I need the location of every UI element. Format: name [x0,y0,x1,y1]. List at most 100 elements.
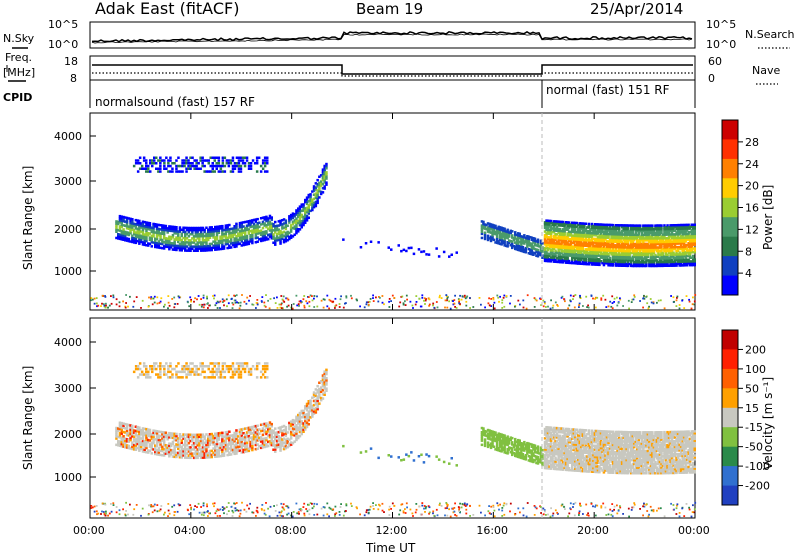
data-cell [264,305,267,308]
data-cell [228,447,231,450]
data-cell [139,230,143,233]
data-cell [201,159,204,162]
data-cell [175,244,178,248]
data-cell [135,296,138,298]
data-cell [293,421,296,424]
data-cell [249,223,252,227]
data-cell [103,304,106,307]
data-cell [191,452,194,455]
data-cell [251,432,254,435]
data-cell [191,241,194,244]
data-cell [205,245,208,248]
data-cell [219,300,222,303]
data-cell [115,437,118,440]
data-cell [527,237,531,241]
data-cell [365,301,368,304]
data-cell [233,243,236,246]
data-cell [503,242,506,245]
data-cell [566,224,569,228]
data-cell [574,294,577,296]
data-cell [155,231,159,235]
data-cell [547,305,549,308]
data-cell [542,305,545,308]
data-cell [225,298,228,301]
data-cell [581,229,585,233]
data-cell [628,255,631,258]
data-cell [261,433,265,437]
data-cell [692,227,695,230]
data-cell [552,234,556,238]
data-cell [312,205,316,209]
data-cell [673,238,677,242]
data-cell [549,219,553,223]
data-cell [171,451,175,454]
data-cell [503,240,506,243]
data-cell [249,440,252,444]
data-cell [235,234,238,238]
data-cell [200,305,203,308]
data-cell [580,222,583,225]
data-cell [390,300,392,302]
data-cell [164,245,168,248]
data-cell [323,185,326,188]
data-cell [605,241,609,245]
data-cell [147,432,150,435]
data-cell [148,449,152,453]
data-cell [132,448,136,451]
data-cell [678,251,681,254]
data-cell [640,237,643,240]
data-cell [669,238,672,242]
data-cell [602,263,606,267]
data-cell [209,170,212,173]
data-cell [626,259,630,262]
data-cell [602,247,606,250]
data-cell [630,264,633,268]
data-cell [161,230,164,233]
data-cell [233,245,236,249]
data-cell [226,246,229,250]
data-cell [549,256,553,259]
data-cell [251,303,254,306]
data-cell [534,298,537,301]
data-cell [131,224,134,227]
data-cell [574,245,577,249]
data-cell [693,230,696,234]
data-cell [578,236,581,240]
data-cell [633,228,636,231]
data-cell [448,255,451,258]
data-cell [205,238,208,242]
data-cell [614,258,618,262]
data-cell [614,255,618,258]
data-cell [171,436,175,440]
data-cell [222,228,226,232]
data-cell [640,255,643,259]
data-cell [166,435,169,439]
data-cell [655,239,659,242]
data-cell [152,226,155,230]
data-cell [231,450,235,454]
data-cell [228,223,231,227]
data-cell [122,443,125,446]
data-cell [97,304,100,307]
data-cell [567,223,571,226]
data-cell [690,307,693,310]
data-cell [224,443,228,447]
data-cell [256,224,259,227]
data-cell [590,235,594,239]
data-cell [235,226,238,230]
data-cell [189,456,192,460]
data-cell [129,436,132,440]
data-cell [685,260,689,263]
data-cell [532,237,535,240]
data-cell [279,445,282,448]
data-cell [309,201,312,204]
data-cell [143,442,146,445]
data-cell [155,225,159,228]
data-cell [152,439,155,443]
data-cell [564,239,568,242]
data-cell [289,226,293,229]
data-cell [145,442,148,446]
data-cell [245,220,249,223]
data-cell [660,229,663,233]
data-cell [379,296,381,299]
